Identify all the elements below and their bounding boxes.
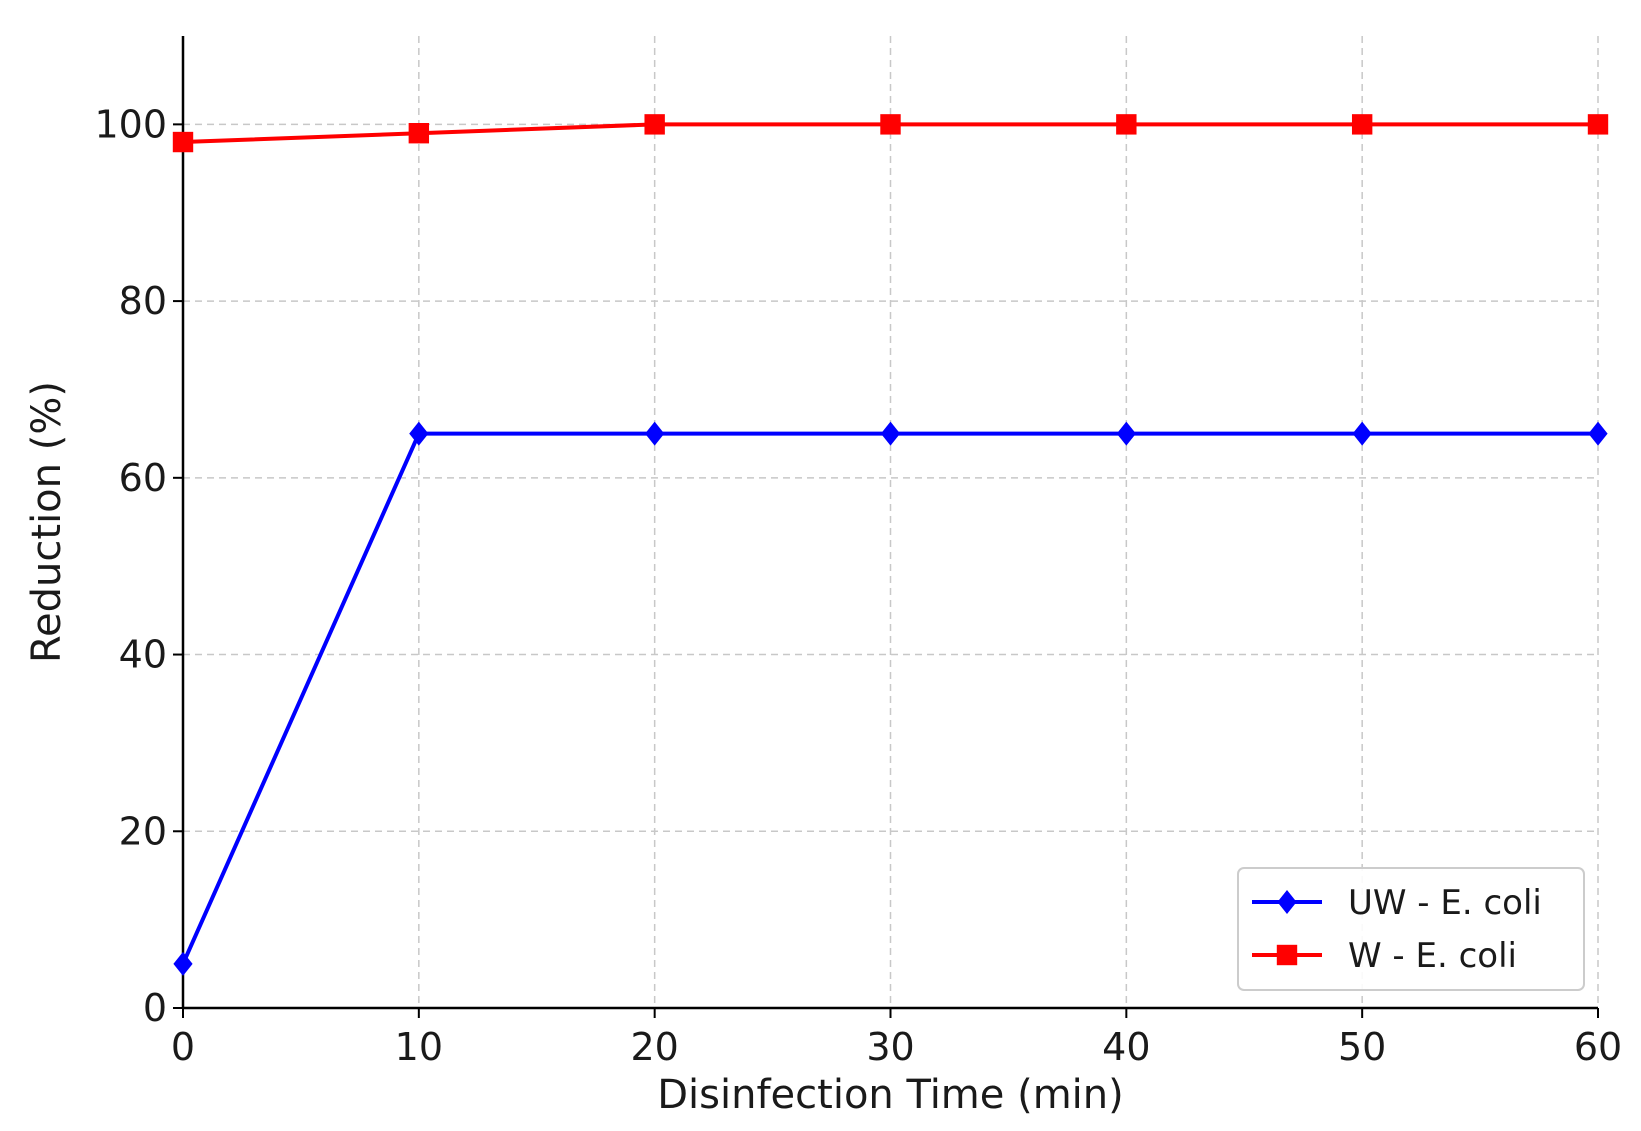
data-point xyxy=(409,421,429,446)
x-tick-label: 40 xyxy=(1102,1025,1150,1069)
data-point xyxy=(645,421,665,446)
y-tick-label: 20 xyxy=(119,809,167,853)
x-axis-title: Disinfection Time (min) xyxy=(657,1072,1123,1118)
legend-marker xyxy=(1277,890,1297,914)
data-point xyxy=(408,123,430,144)
data-point xyxy=(880,421,901,446)
x-tick-label: 0 xyxy=(171,1025,195,1069)
data-point xyxy=(1116,114,1137,135)
axes: 0 10 20 30 40 50 60 0 20 40 60 80 100 xyxy=(94,36,1622,1069)
x-tick-label: 60 xyxy=(1574,1025,1622,1069)
y-tick-label: 40 xyxy=(119,633,167,677)
y-tick-label: 0 xyxy=(143,986,167,1030)
series-1 xyxy=(173,421,1608,976)
y-tick-label: 60 xyxy=(119,456,167,500)
legend-marker xyxy=(1276,944,1298,966)
data-point xyxy=(644,114,665,135)
legend: UW - E. coli W - E. coli xyxy=(1237,867,1585,991)
x-tick-label: 30 xyxy=(866,1025,914,1069)
legend-item: UW - E. coli xyxy=(1252,883,1542,923)
x-tick-label: 10 xyxy=(395,1025,443,1069)
data-point xyxy=(1116,421,1136,446)
data-point xyxy=(1352,421,1372,446)
legend-item: W - E. coli xyxy=(1252,936,1517,976)
plot-area xyxy=(172,114,1609,976)
y-axis-title: Reduction (%) xyxy=(24,381,70,663)
legend-box xyxy=(1237,867,1585,991)
series-2 xyxy=(172,114,1609,153)
y-tick-label: 100 xyxy=(94,102,167,146)
data-point xyxy=(880,114,901,135)
data-point xyxy=(1351,114,1373,135)
y-tick-label: 80 xyxy=(119,279,167,323)
legend-label: UW - E. coli xyxy=(1348,883,1542,923)
data-point xyxy=(1588,421,1608,446)
grid xyxy=(183,36,1599,1008)
legend-label: W - E. coli xyxy=(1348,936,1517,976)
data-point xyxy=(173,951,193,976)
data-point xyxy=(172,131,194,153)
data-point xyxy=(1587,114,1609,135)
x-tick-label: 20 xyxy=(630,1025,678,1069)
x-tick-label: 50 xyxy=(1338,1025,1386,1069)
